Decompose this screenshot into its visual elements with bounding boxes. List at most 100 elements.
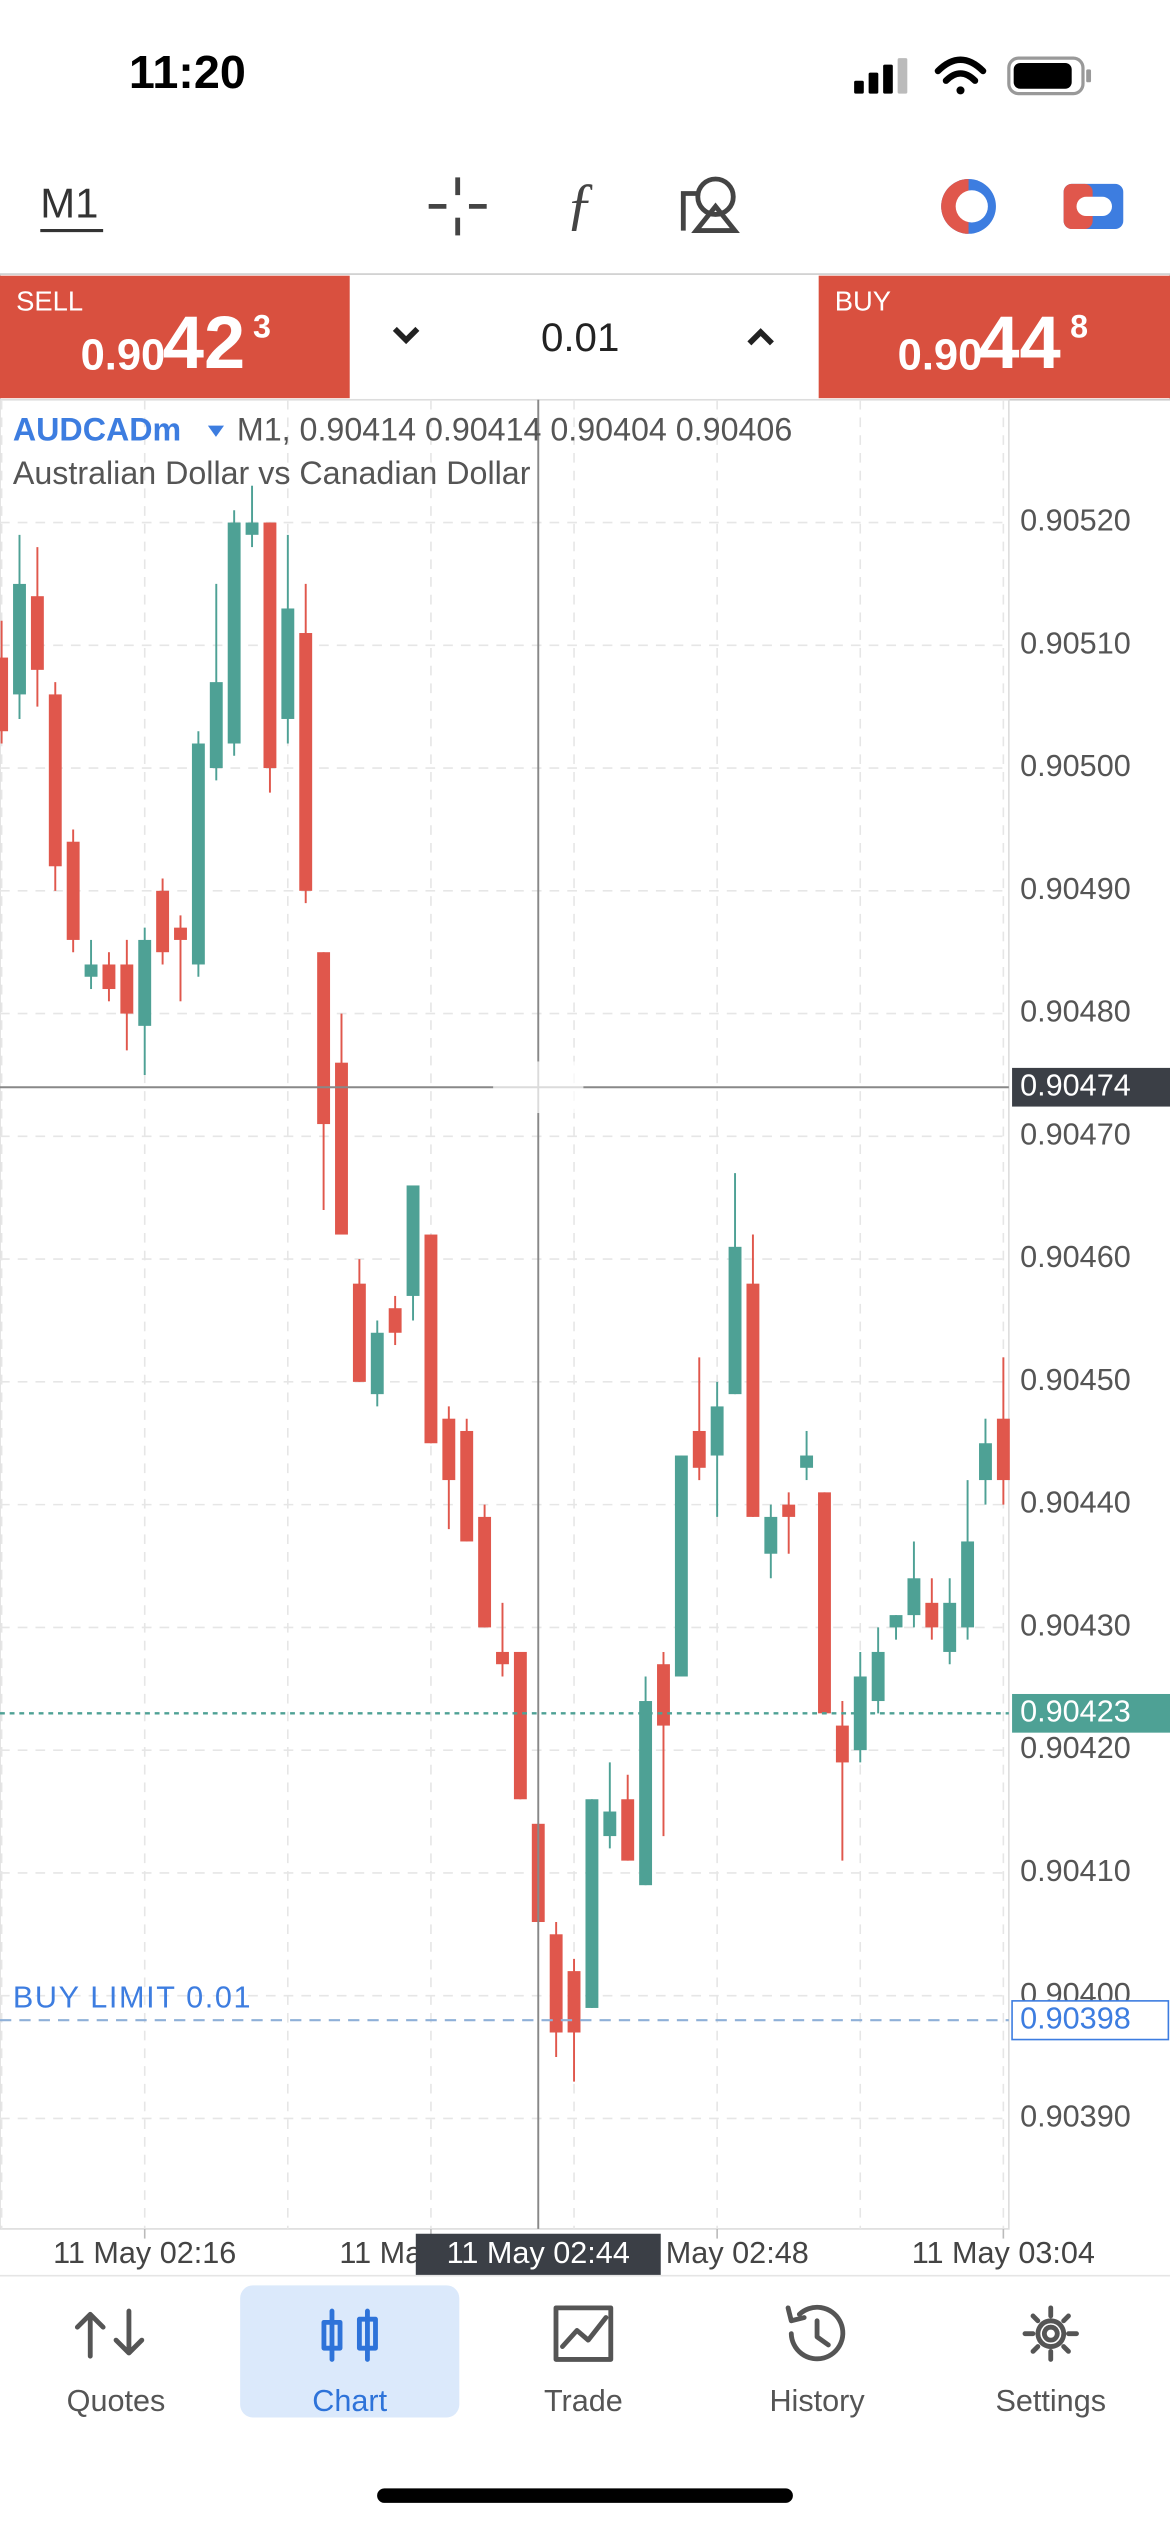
tab-icon[interactable]: [1022, 2305, 1079, 2362]
objects-tool[interactable]: [680, 176, 740, 233]
candle-body: [692, 1430, 706, 1468]
candle-body: [728, 1246, 742, 1395]
candle-body: [567, 1971, 581, 2033]
symbol[interactable]: AUDCADm: [13, 412, 181, 448]
candle-body: [156, 890, 170, 953]
wifi-icon: [934, 56, 987, 95]
tab-label[interactable]: Quotes: [67, 2384, 166, 2418]
crosshair-time-label: 11 May 02:44: [447, 2236, 630, 2270]
lot-down[interactable]: [392, 326, 420, 345]
symbol-dropdown[interactable]: [207, 425, 225, 437]
tab-icon[interactable]: [553, 2305, 614, 2362]
crosshair-tool[interactable]: [428, 177, 487, 236]
candle-body: [835, 1725, 849, 1763]
candle-body: [209, 682, 223, 769]
y-tick-label: 0.90500: [1020, 749, 1131, 783]
battery-icon: [1007, 56, 1092, 96]
crosshair-time-tag: [415, 2233, 661, 2276]
candle-body: [191, 743, 205, 965]
candle-body: [513, 1651, 527, 1800]
x-tick-label: 11 May 03:04: [912, 2236, 1095, 2270]
candle-body: [138, 939, 152, 1026]
y-tick-label: 0.90390: [1020, 2100, 1131, 2134]
candle-body: [657, 1664, 670, 1726]
candle-body: [782, 1504, 796, 1517]
candle-body: [48, 694, 62, 867]
chart[interactable]: 0.903900.904000.904100.904200.904300.904…: [0, 398, 1170, 2276]
candle-body: [13, 583, 26, 695]
candle-body: [388, 1308, 402, 1333]
buy-price-big: 44: [978, 301, 1060, 384]
tab-icon[interactable]: [785, 2304, 846, 2362]
current-price-label: 0.90423: [1020, 1694, 1131, 1728]
x-tick-label: 11 May 02:16: [53, 2236, 236, 2270]
candle-body: [245, 522, 259, 535]
candle-body: [460, 1430, 474, 1542]
candle-body: [800, 1455, 814, 1468]
y-tick-label: 0.90440: [1020, 1486, 1131, 1520]
buy-button[interactable]: [818, 275, 1170, 399]
candle-body: [496, 1651, 509, 1665]
candle-body: [263, 522, 277, 769]
tab-icon[interactable]: [74, 2308, 145, 2359]
candle-body: [174, 927, 187, 940]
y-tick-label: 0.90520: [1020, 504, 1131, 538]
lot-up[interactable]: [747, 328, 774, 346]
sell-label: SELL: [16, 285, 83, 316]
buy-price-sup: 8: [1070, 308, 1088, 344]
y-tick-label: 0.90480: [1020, 995, 1131, 1029]
crosshair-price-tag: [1012, 1067, 1170, 1107]
tab-label[interactable]: Chart: [312, 2384, 387, 2418]
sell-button[interactable]: [0, 275, 350, 399]
indicators-tool[interactable]: ƒ: [566, 171, 595, 236]
candle-body: [84, 964, 98, 977]
tab-bar: Quotes Chart Trade History Settings: [0, 2274, 1170, 2418]
sell-price-sup: 3: [253, 308, 271, 344]
candle-body: [317, 952, 331, 1125]
tab-label[interactable]: Settings: [995, 2384, 1106, 2418]
candle-body: [925, 1602, 939, 1628]
signal-icon: [854, 58, 908, 94]
plot-area: [0, 398, 1010, 2230]
y-tick-label: 0.90450: [1020, 1363, 1131, 1397]
y-tick-label: 0.90430: [1020, 1608, 1131, 1642]
symbol-description: Australian Dollar vs Canadian Dollar: [13, 455, 531, 491]
candle-body: [30, 596, 44, 670]
sell-price-prefix: 0.90: [81, 331, 166, 379]
crosshair-price-label: 0.90474: [1020, 1068, 1131, 1102]
tab-label[interactable]: Trade: [544, 2384, 623, 2418]
crosshair-center: [493, 1061, 584, 1114]
candle-body: [281, 608, 295, 719]
buy-label: BUY: [835, 285, 891, 316]
lot-size[interactable]: 0.01: [541, 315, 619, 360]
tab-icon[interactable]: [321, 2308, 378, 2362]
sell-price-big: 42: [163, 301, 245, 384]
candle-body: [478, 1516, 492, 1628]
candle-body: [352, 1283, 366, 1382]
candle-body: [585, 1799, 599, 2008]
candle-body: [764, 1516, 778, 1554]
order-price-label: 0.90398: [1020, 2001, 1131, 2035]
candle-body: [549, 1934, 563, 2033]
current-price-tag: [1012, 1693, 1170, 1733]
y-tick-label: 0.90410: [1020, 1854, 1131, 1888]
one-click-toggle[interactable]: [1063, 183, 1124, 229]
candle-body: [889, 1615, 903, 1628]
candle-body: [120, 964, 134, 1014]
timeframe-button[interactable]: M1: [40, 179, 98, 226]
candle-body: [710, 1406, 724, 1456]
tab-label[interactable]: History: [769, 2384, 865, 2418]
y-tick-label: 0.90490: [1020, 872, 1131, 906]
buy-price-prefix: 0.90: [898, 331, 983, 379]
candle-body: [818, 1492, 831, 1714]
candle-body: [335, 1062, 348, 1235]
candle-body: [674, 1455, 688, 1677]
candle-body: [621, 1799, 635, 1861]
candle-body: [746, 1283, 760, 1517]
account-icon[interactable]: [941, 178, 996, 234]
candle-body: [639, 1701, 653, 1886]
candle-body: [871, 1651, 885, 1702]
y-tick-label: 0.90470: [1020, 1117, 1131, 1151]
ohlc-info: M1, 0.90414 0.90414 0.90404 0.90406: [237, 412, 792, 448]
